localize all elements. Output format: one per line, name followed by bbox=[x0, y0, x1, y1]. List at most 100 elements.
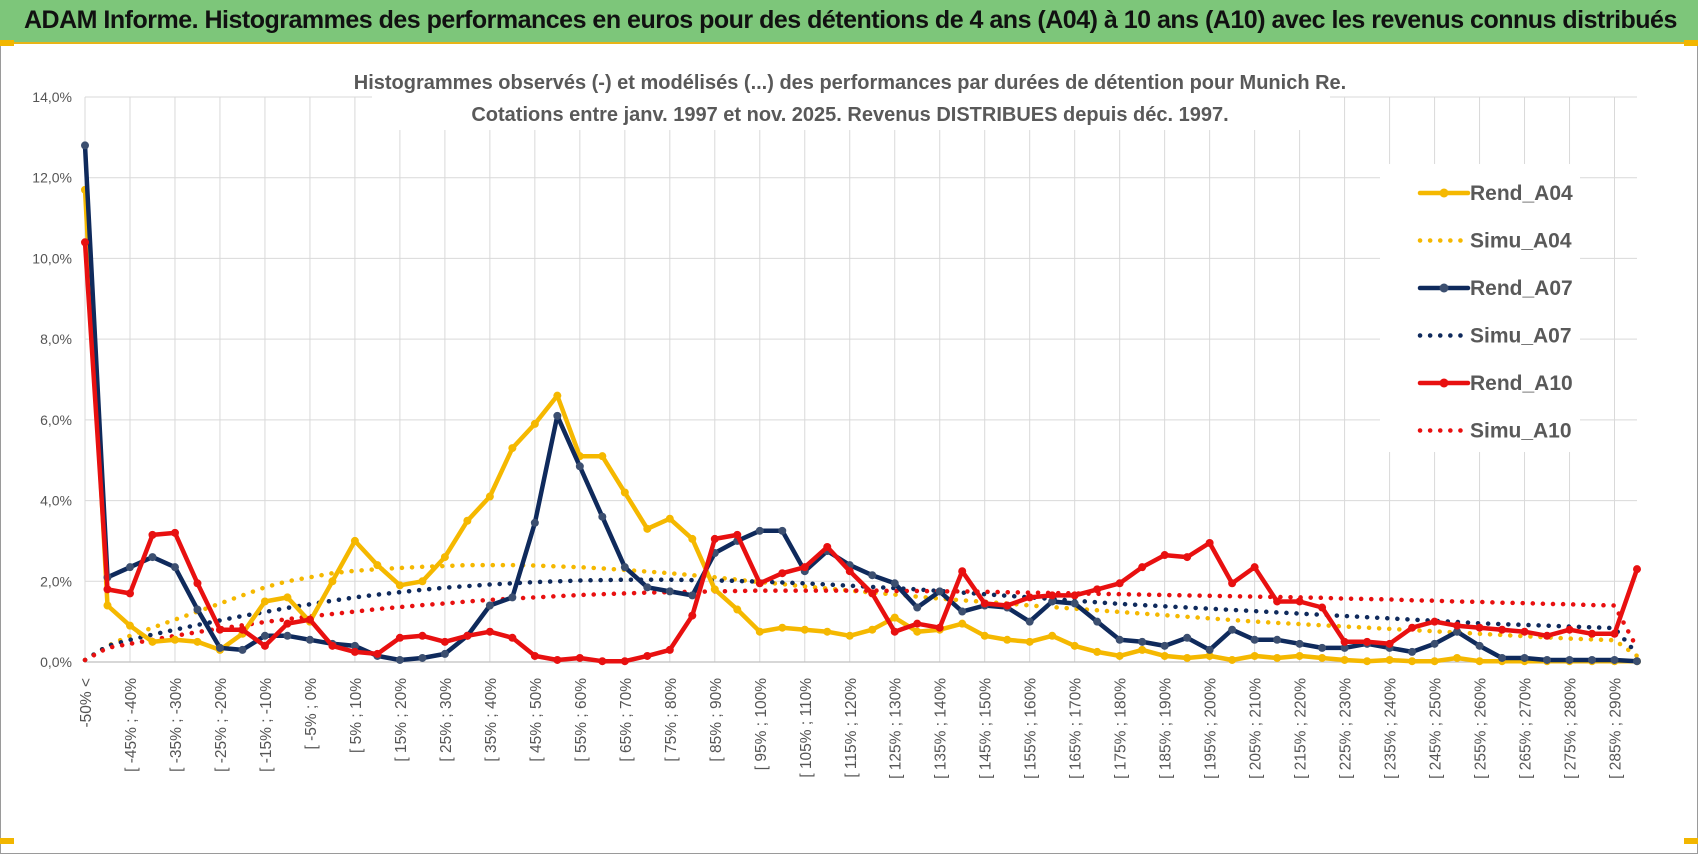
data-point bbox=[530, 419, 539, 428]
data-point bbox=[530, 518, 539, 527]
data-point bbox=[350, 536, 359, 545]
x-tick-label: [ -35% ; -30% bbox=[168, 678, 185, 772]
data-point bbox=[1160, 551, 1169, 560]
x-tick-label: [ 155% ; 160% bbox=[1023, 678, 1040, 779]
data-point bbox=[1430, 617, 1439, 626]
data-point bbox=[1318, 643, 1327, 652]
data-point bbox=[193, 605, 202, 614]
data-point bbox=[1160, 641, 1169, 650]
x-tick-label: [ -15% ; -10% bbox=[258, 678, 275, 772]
x-tick-label: [ -25% ; -20% bbox=[213, 678, 230, 772]
data-point bbox=[1408, 657, 1417, 666]
data-point bbox=[1250, 651, 1259, 660]
data-point bbox=[148, 530, 157, 539]
report-title: ADAM Informe. Histogrammes des performan… bbox=[24, 6, 1677, 34]
data-point bbox=[508, 444, 517, 453]
data-point bbox=[1273, 653, 1282, 662]
x-tick-label: [ 15% ; 20% bbox=[393, 678, 410, 762]
data-point bbox=[350, 647, 359, 656]
data-point bbox=[1610, 629, 1619, 638]
data-point bbox=[328, 577, 337, 586]
data-point bbox=[1048, 597, 1057, 606]
data-point bbox=[958, 567, 967, 576]
corner-marker bbox=[1684, 40, 1698, 46]
data-point bbox=[260, 597, 269, 606]
data-point bbox=[980, 631, 989, 640]
data-point bbox=[305, 635, 314, 644]
series-line-rend-a04 bbox=[82, 187, 1640, 664]
data-point bbox=[508, 593, 517, 602]
x-tick-label: [ 185% ; 190% bbox=[1158, 678, 1175, 779]
y-tick-label: 14,0% bbox=[32, 89, 72, 105]
data-point bbox=[125, 589, 134, 598]
y-tick-label: 0,0% bbox=[40, 654, 72, 670]
data-point bbox=[958, 607, 967, 616]
data-point bbox=[1070, 641, 1079, 650]
data-point bbox=[81, 141, 89, 150]
x-tick-label: [ 115% ; 120% bbox=[843, 678, 860, 778]
x-tick-label: [ 165% ; 170% bbox=[1068, 678, 1085, 779]
data-point bbox=[373, 649, 382, 658]
data-point bbox=[913, 603, 922, 612]
data-point bbox=[823, 627, 832, 636]
y-axis-ticks: 0,0% 2,0% 4,0% 6,0% 8,0% 10,0% 12,0% 14,0% bbox=[32, 89, 72, 670]
data-point bbox=[575, 462, 584, 471]
legend-label: Rend_A10 bbox=[1470, 372, 1573, 395]
data-point bbox=[800, 563, 809, 572]
data-point bbox=[350, 641, 359, 650]
data-point bbox=[328, 641, 337, 650]
data-point bbox=[463, 516, 472, 525]
data-point bbox=[1543, 631, 1552, 640]
data-point bbox=[1565, 625, 1574, 634]
data-point bbox=[1025, 637, 1034, 646]
y-tick-label: 2,0% bbox=[40, 573, 72, 589]
data-point bbox=[598, 512, 607, 521]
data-point bbox=[1048, 631, 1057, 640]
data-point bbox=[1138, 637, 1147, 646]
data-point bbox=[553, 411, 562, 420]
data-point bbox=[620, 488, 629, 497]
legend-label: Rend_A07 bbox=[1470, 277, 1573, 300]
series-line-simu-a10 bbox=[82, 588, 1640, 663]
data-point bbox=[1228, 625, 1237, 634]
data-point bbox=[1273, 635, 1282, 644]
data-point bbox=[170, 563, 179, 572]
x-tick-label: [ 5% ; 10% bbox=[348, 678, 365, 753]
x-tick-label: -50% < bbox=[78, 678, 95, 728]
data-point bbox=[148, 637, 157, 646]
data-point bbox=[1475, 657, 1484, 666]
data-point bbox=[890, 627, 899, 636]
data-point bbox=[1205, 538, 1214, 547]
data-point bbox=[1633, 565, 1641, 574]
data-point bbox=[823, 542, 832, 551]
data-point bbox=[1025, 593, 1034, 602]
data-point bbox=[845, 631, 854, 640]
data-point bbox=[283, 593, 292, 602]
data-point bbox=[710, 534, 719, 543]
x-tick-label: [ 205% ; 210% bbox=[1248, 678, 1265, 779]
data-point bbox=[1520, 653, 1529, 662]
data-point bbox=[1363, 637, 1372, 646]
data-point bbox=[553, 655, 562, 664]
data-point bbox=[958, 619, 967, 628]
data-point bbox=[1250, 563, 1259, 572]
data-point bbox=[733, 530, 742, 539]
y-tick-label: 8,0% bbox=[40, 331, 72, 347]
data-point bbox=[1295, 597, 1304, 606]
x-tick-label: [ 105% ; 110% bbox=[798, 678, 815, 778]
x-tick-label: [ 275% ; 280% bbox=[1563, 678, 1580, 779]
data-point bbox=[800, 625, 809, 634]
series-layer bbox=[81, 141, 1641, 666]
corner-marker bbox=[0, 838, 14, 844]
y-tick-label: 12,0% bbox=[32, 170, 72, 186]
x-tick-label: [ 285% ; 290% bbox=[1608, 678, 1625, 779]
data-point bbox=[103, 601, 112, 610]
data-point bbox=[103, 585, 112, 594]
x-tick-label: [ 235% ; 240% bbox=[1383, 678, 1400, 779]
data-point bbox=[1340, 637, 1349, 646]
data-point bbox=[440, 649, 449, 658]
data-point bbox=[890, 579, 899, 588]
data-point bbox=[868, 571, 877, 580]
data-point bbox=[1138, 645, 1147, 654]
legend-label: Rend_A04 bbox=[1470, 182, 1573, 205]
